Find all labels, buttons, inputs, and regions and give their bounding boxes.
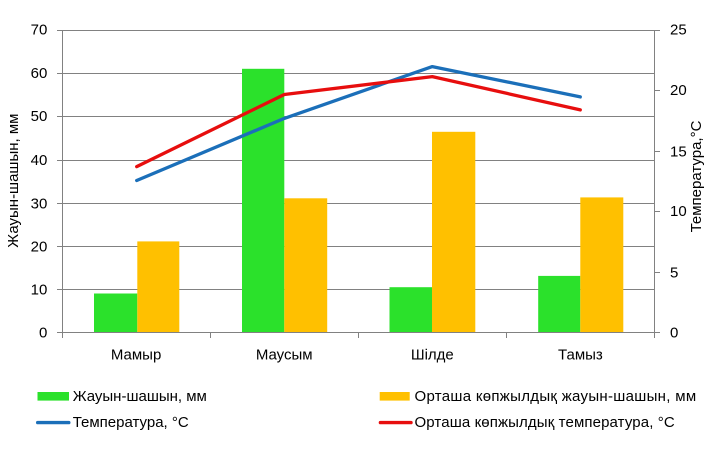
svg-text:50: 50 — [31, 108, 48, 125]
svg-text:0: 0 — [670, 325, 678, 342]
svg-text:Орташа көпжылдық температура,: Орташа көпжылдық температура, °C — [415, 414, 675, 431]
svg-text:10: 10 — [31, 282, 48, 299]
svg-text:5: 5 — [670, 264, 678, 281]
svg-text:20: 20 — [670, 82, 687, 99]
svg-text:0: 0 — [39, 325, 47, 342]
svg-text:15: 15 — [670, 144, 687, 161]
svg-text:30: 30 — [31, 195, 48, 212]
svg-text:20: 20 — [31, 238, 48, 255]
svg-text:10: 10 — [670, 203, 687, 220]
svg-text:Жауын-шашын, мм: Жауын-шашын, мм — [5, 114, 22, 248]
svg-text:Орташа көпжылдық жауын-шашын,: Орташа көпжылдық жауын-шашын, мм — [415, 388, 697, 405]
svg-text:25: 25 — [670, 22, 687, 39]
svg-text:Шілде: Шілде — [411, 347, 454, 364]
svg-text:Жауын-шашын, мм: Жауын-шашын, мм — [73, 388, 207, 405]
svg-text:70: 70 — [31, 22, 48, 39]
svg-text:Температура,°C: Температура,°C — [688, 120, 705, 232]
svg-text:Температура, °C: Температура, °C — [73, 414, 189, 431]
svg-text:Мамыр: Мамыр — [111, 347, 161, 364]
svg-text:Маусым: Маусым — [256, 347, 313, 364]
svg-text:60: 60 — [31, 65, 48, 82]
svg-text:40: 40 — [31, 152, 48, 169]
svg-text:Тамыз: Тамыз — [558, 347, 603, 364]
